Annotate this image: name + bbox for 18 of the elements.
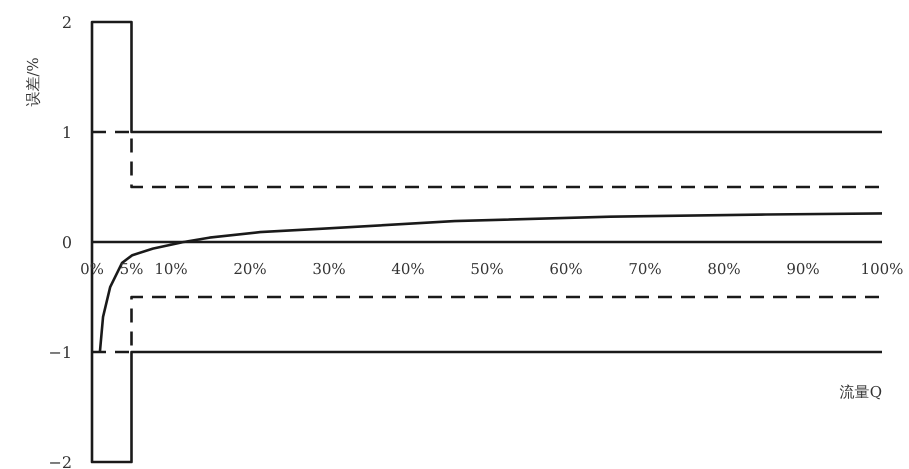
y-tick-label: 1 bbox=[62, 123, 72, 142]
y-tick-label: −2 bbox=[48, 453, 72, 469]
x-tick-label: 5% bbox=[120, 260, 144, 278]
x-tick-label: 80% bbox=[707, 260, 741, 278]
x-tick-label: 50% bbox=[470, 260, 504, 278]
y-tick-label: 0 bbox=[62, 233, 72, 252]
x-tick-label: 60% bbox=[549, 260, 583, 278]
y-tick-label: 2 bbox=[62, 13, 72, 32]
x-tick-label: 30% bbox=[312, 260, 346, 278]
x-tick-label: 10% bbox=[154, 260, 188, 278]
y-axis-title: 误差/% bbox=[24, 57, 42, 107]
y-tick-label: −1 bbox=[48, 343, 72, 362]
x-tick-label: 70% bbox=[628, 260, 662, 278]
x-tick-label: 20% bbox=[233, 260, 267, 278]
x-tick-label: 40% bbox=[391, 260, 425, 278]
x-tick-label: 100% bbox=[860, 260, 904, 278]
x-tick-label: 90% bbox=[786, 260, 820, 278]
x-axis-title: 流量Q bbox=[840, 383, 882, 401]
